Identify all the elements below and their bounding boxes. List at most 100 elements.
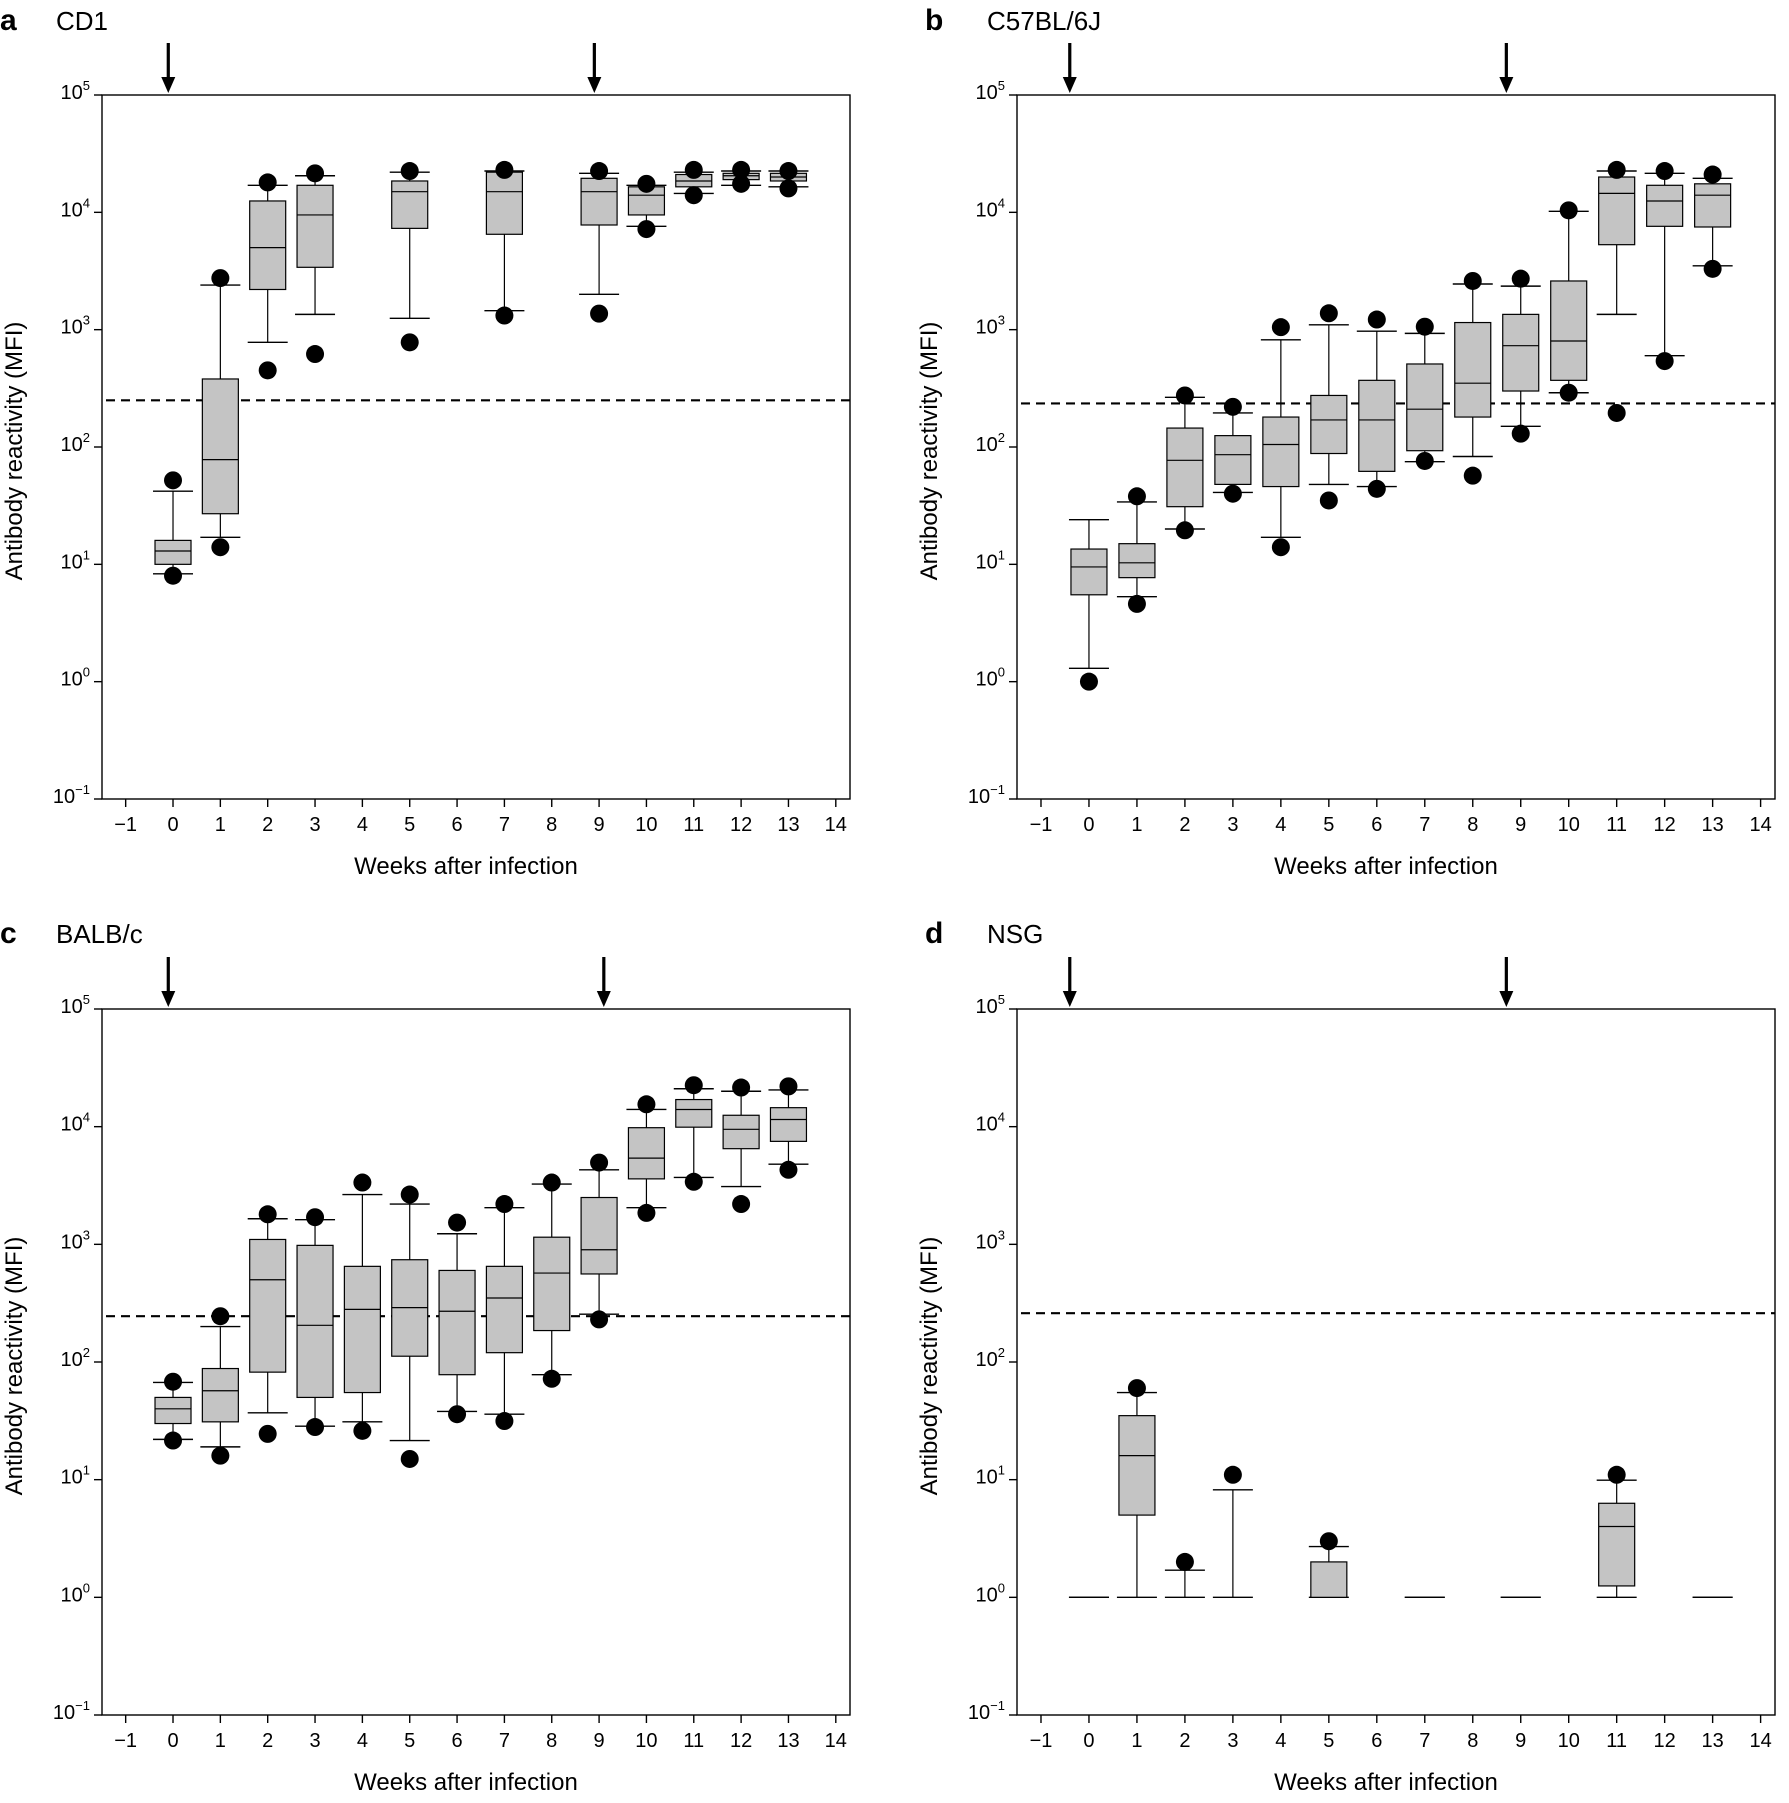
outlier-point xyxy=(258,361,277,380)
outlier-point xyxy=(542,1369,561,1388)
x-tick-label: 6 xyxy=(452,1730,463,1752)
outlier-point xyxy=(495,1195,514,1214)
down-arrow-icon xyxy=(1062,957,1077,1007)
box-week-8 xyxy=(531,1173,572,1388)
outlier-point xyxy=(353,1421,372,1440)
outlier-point xyxy=(306,1208,325,1227)
iqr-box xyxy=(201,1367,239,1423)
box-week-7 xyxy=(484,160,525,325)
y-axis-title: Antibody reactivity (MFI) xyxy=(1,1237,28,1496)
outlier-point xyxy=(1127,487,1146,506)
x-tick-label: 2 xyxy=(1179,1730,1190,1752)
outlier-point xyxy=(590,162,609,181)
outlier-point xyxy=(1271,538,1290,557)
panel-letter: d xyxy=(925,917,943,950)
x-tick-label: 13 xyxy=(777,814,799,836)
iqr-box xyxy=(769,1107,808,1142)
iqr-box xyxy=(1070,548,1108,596)
iqr-box xyxy=(1310,394,1348,455)
outlier-point xyxy=(211,538,230,557)
x-axis-title: Weeks after infection xyxy=(1274,1769,1498,1796)
y-tick-label: 105 xyxy=(976,992,1005,1018)
outlier-point xyxy=(637,1095,656,1114)
box-week-1 xyxy=(1116,1379,1157,1599)
iqr-box xyxy=(154,539,192,565)
outlier-point xyxy=(1319,1532,1338,1551)
x-tick-label: −1 xyxy=(114,1730,137,1752)
box-week-10 xyxy=(1548,201,1589,402)
x-tick-label: 7 xyxy=(1419,1730,1430,1752)
y-tick-label: 105 xyxy=(976,78,1005,104)
down-arrow-icon xyxy=(587,43,602,93)
outlier-point xyxy=(1463,466,1482,485)
outlier-point xyxy=(779,162,798,181)
outlier-point xyxy=(1607,403,1626,422)
y-tick-label: 102 xyxy=(61,1345,90,1371)
x-tick-label: 14 xyxy=(825,1730,847,1752)
x-tick-label: 0 xyxy=(167,1730,178,1752)
outlier-point xyxy=(1511,269,1530,288)
y-axis-title: Antibody reactivity (MFI) xyxy=(916,1237,943,1496)
x-tick-label: 1 xyxy=(1131,814,1142,836)
x-tick-label: 5 xyxy=(1323,814,1334,836)
outlier-point xyxy=(590,1153,609,1172)
y-tick-label: 104 xyxy=(976,195,1005,221)
box-week-5 xyxy=(1308,304,1349,510)
box-week-0 xyxy=(1068,519,1109,691)
outlier-point xyxy=(684,1076,703,1095)
iqr-box xyxy=(485,1265,524,1354)
box-week-11 xyxy=(673,1076,714,1191)
down-arrow-icon xyxy=(161,43,176,93)
x-tick-label: 2 xyxy=(262,814,273,836)
x-tick-label: 13 xyxy=(1702,1730,1724,1752)
box-week-12 xyxy=(721,160,762,193)
box-week-0 xyxy=(153,471,194,585)
plot-frame xyxy=(1016,1008,1776,1716)
x-tick-label: 10 xyxy=(1558,814,1580,836)
box-week-10 xyxy=(626,1095,667,1222)
x-axis-title: Weeks after infection xyxy=(354,853,578,880)
chart-title: BALB/c xyxy=(56,919,143,949)
y-tick-label: 10−1 xyxy=(968,1698,1005,1724)
x-tick-label: 11 xyxy=(683,814,704,836)
box-week-0 xyxy=(153,1372,194,1450)
outlier-point xyxy=(590,304,609,323)
box-week-13 xyxy=(1692,165,1733,278)
box-week-13 xyxy=(768,162,809,198)
x-tick-label: 0 xyxy=(1083,1730,1094,1752)
y-tick-label: 102 xyxy=(61,430,90,456)
outlier-point xyxy=(1607,160,1626,179)
iqr-box xyxy=(438,1269,476,1376)
x-tick-label: 12 xyxy=(1654,1730,1676,1752)
iqr-box xyxy=(1118,1415,1156,1516)
outlier-point xyxy=(211,1446,230,1465)
iqr-box xyxy=(675,1098,713,1128)
x-tick-label: −1 xyxy=(1030,1730,1053,1752)
outlier-point xyxy=(637,1203,656,1222)
outlier-point xyxy=(353,1173,372,1192)
box-week-3 xyxy=(295,1208,336,1437)
chart-panel-a: a CD1 10−1 100 101 102 103 104 105 −1 0 1 2 3 4 5 6 7 8 9 10… xyxy=(0,0,880,898)
outlier-point xyxy=(1079,672,1098,691)
x-tick-label: 7 xyxy=(1419,814,1430,836)
outlier-point xyxy=(1271,318,1290,337)
y-tick-label: 101 xyxy=(976,547,1005,573)
x-tick-label: 8 xyxy=(546,814,557,836)
iqr-box xyxy=(1406,363,1444,452)
box-week-5 xyxy=(1308,1532,1349,1599)
iqr-box xyxy=(1694,183,1732,228)
box-week-9 xyxy=(579,1153,620,1329)
y-tick-label: 103 xyxy=(976,1227,1005,1253)
outlier-point xyxy=(1175,1552,1194,1571)
x-tick-label: 3 xyxy=(1227,814,1238,836)
x-tick-label: 11 xyxy=(683,1730,704,1752)
iqr-box xyxy=(249,200,287,291)
box-week-8 xyxy=(1452,271,1493,485)
down-arrow-icon xyxy=(596,957,611,1007)
outlier-point xyxy=(211,269,230,288)
y-tick-label: 105 xyxy=(61,78,90,104)
